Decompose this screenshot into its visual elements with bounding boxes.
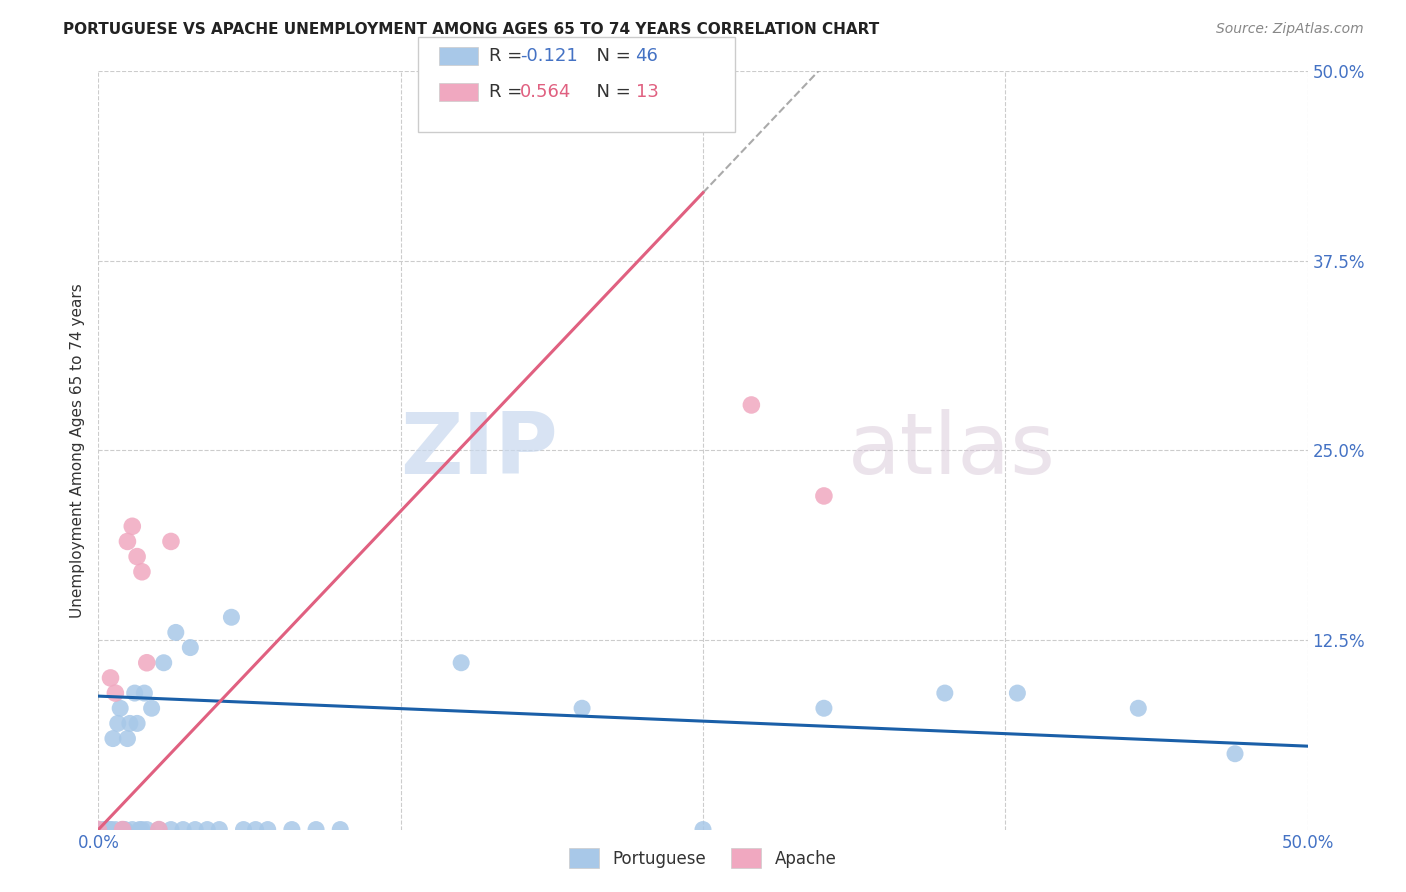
Point — [114, 822, 136, 837]
Point — [1128, 701, 1150, 715]
Point — [450, 656, 472, 670]
Point — [101, 731, 124, 746]
Point — [111, 822, 134, 837]
Point — [160, 822, 183, 837]
Point — [1223, 747, 1246, 761]
Point — [100, 671, 122, 685]
Point — [134, 686, 156, 700]
Point — [87, 822, 110, 837]
Point — [127, 716, 149, 731]
Point — [118, 716, 141, 731]
Text: Source: ZipAtlas.com: Source: ZipAtlas.com — [1216, 22, 1364, 37]
Text: 46: 46 — [636, 47, 658, 65]
Point — [245, 822, 267, 837]
Point — [111, 822, 134, 837]
Point — [141, 701, 163, 715]
Point — [692, 822, 714, 837]
Point — [160, 534, 183, 549]
Point — [571, 701, 593, 715]
Text: ZIP: ZIP — [401, 409, 558, 492]
Point — [104, 686, 127, 700]
Point — [124, 686, 146, 700]
Point — [91, 822, 114, 837]
Text: 13: 13 — [636, 83, 658, 101]
Point — [100, 822, 122, 837]
Point — [107, 716, 129, 731]
Text: R =: R = — [489, 47, 529, 65]
Point — [148, 822, 170, 837]
Point — [934, 686, 956, 700]
Text: R =: R = — [489, 83, 529, 101]
Point — [100, 822, 122, 837]
Point — [813, 701, 835, 715]
Point — [127, 549, 149, 564]
Point — [121, 519, 143, 533]
Point — [221, 610, 243, 624]
Point — [87, 822, 110, 837]
Point — [135, 822, 157, 837]
Point — [104, 822, 127, 837]
Point — [131, 565, 153, 579]
Point — [172, 822, 194, 837]
Point — [117, 534, 139, 549]
Legend: Portuguese, Apache: Portuguese, Apache — [562, 842, 844, 874]
Y-axis label: Unemployment Among Ages 65 to 74 years: Unemployment Among Ages 65 to 74 years — [69, 283, 84, 618]
Point — [1007, 686, 1029, 700]
Point — [111, 822, 134, 837]
Text: atlas: atlas — [848, 409, 1056, 492]
Point — [195, 822, 218, 837]
Point — [208, 822, 231, 837]
Point — [256, 822, 278, 837]
Point — [329, 822, 352, 837]
Point — [184, 822, 207, 837]
Point — [117, 731, 139, 746]
Point — [131, 822, 153, 837]
Point — [152, 656, 174, 670]
Point — [165, 625, 187, 640]
Point — [305, 822, 328, 837]
Point — [740, 398, 762, 412]
Point — [813, 489, 835, 503]
Point — [121, 822, 143, 837]
Point — [281, 822, 304, 837]
Point — [128, 822, 150, 837]
Point — [148, 822, 170, 837]
Point — [232, 822, 254, 837]
Text: 0.564: 0.564 — [520, 83, 572, 101]
Point — [94, 822, 117, 837]
Point — [108, 701, 131, 715]
Text: -0.121: -0.121 — [520, 47, 578, 65]
Point — [135, 656, 157, 670]
Point — [179, 640, 201, 655]
Text: PORTUGUESE VS APACHE UNEMPLOYMENT AMONG AGES 65 TO 74 YEARS CORRELATION CHART: PORTUGUESE VS APACHE UNEMPLOYMENT AMONG … — [63, 22, 880, 37]
Text: N =: N = — [585, 83, 637, 101]
Text: N =: N = — [585, 47, 637, 65]
